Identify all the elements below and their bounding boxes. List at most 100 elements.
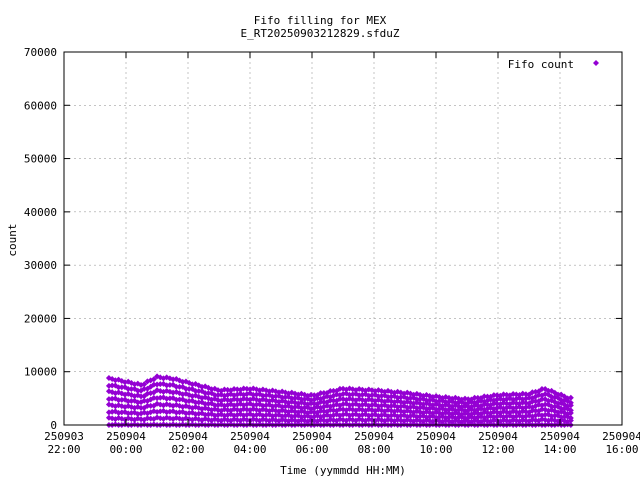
x-tick-time-label: 06:00	[295, 443, 328, 456]
data-point	[532, 398, 539, 405]
y-tick-label: 0	[50, 419, 57, 432]
data-point	[529, 407, 536, 414]
data-point	[250, 391, 257, 398]
x-tick-date-label: 250904	[230, 430, 270, 443]
data-point	[529, 398, 536, 405]
data-point	[134, 387, 141, 394]
data-point	[150, 381, 157, 388]
data-point	[211, 402, 218, 409]
data-point	[186, 385, 193, 392]
data-point	[141, 385, 148, 392]
data-point	[211, 392, 218, 399]
data-point	[192, 387, 199, 394]
data-point	[182, 398, 189, 405]
data-point	[250, 395, 257, 402]
x-tick-time-label: 22:00	[47, 443, 80, 456]
data-point	[205, 400, 212, 407]
data-point	[327, 387, 334, 394]
x-tick-time-label: 16:00	[605, 443, 638, 456]
data-point	[138, 404, 145, 411]
y-tick-label: 10000	[24, 366, 57, 379]
data-point	[173, 383, 180, 390]
data-point	[202, 390, 209, 397]
y-axis-label: count	[6, 223, 19, 256]
data-point	[109, 382, 116, 389]
data-point	[484, 393, 491, 400]
data-point	[330, 387, 337, 394]
x-tick-time-label: 04:00	[233, 443, 266, 456]
x-tick-time-label: 12:00	[481, 443, 514, 456]
data-point	[567, 407, 574, 414]
data-point	[567, 399, 574, 406]
data-point	[548, 403, 555, 410]
data-point	[186, 397, 193, 404]
y-tick-label: 30000	[24, 259, 57, 272]
data-point	[317, 399, 324, 406]
x-axis-label: Time (yymmdd HH:MM)	[280, 464, 406, 477]
y-axis: 0 10000 20000 30000 40000 50000 60000 70000	[24, 46, 622, 432]
data-point	[330, 397, 337, 404]
y-tick-label: 60000	[24, 99, 57, 112]
x-axis: 25090322:0025090400:0025090402:002509040…	[44, 52, 640, 456]
data-point	[125, 386, 132, 393]
data-point	[192, 399, 199, 406]
data-points	[105, 373, 574, 428]
data-point	[320, 399, 327, 406]
data-point	[567, 394, 574, 401]
data-point	[195, 388, 202, 395]
legend-marker	[593, 60, 599, 66]
data-point	[147, 402, 154, 409]
data-point	[558, 405, 565, 412]
data-point	[250, 416, 257, 423]
x-tick-date-label: 250904	[416, 430, 456, 443]
data-point	[336, 395, 343, 402]
x-tick-time-label: 00:00	[109, 443, 142, 456]
data-point	[490, 392, 497, 399]
x-tick-time-label: 02:00	[171, 443, 204, 456]
data-point	[532, 407, 539, 414]
x-tick-date-label: 250904	[168, 430, 208, 443]
data-point	[128, 385, 135, 392]
data-point	[317, 390, 324, 397]
data-point	[474, 394, 481, 401]
x-tick-date-label: 250903	[44, 430, 84, 443]
grid-lines	[64, 52, 622, 425]
y-tick-label: 50000	[24, 153, 57, 166]
data-point	[176, 396, 183, 403]
data-point	[115, 384, 122, 391]
data-point	[118, 384, 125, 391]
data-point	[551, 403, 558, 410]
data-point	[545, 387, 552, 394]
data-point	[144, 402, 151, 409]
data-point	[538, 385, 545, 392]
data-point	[250, 405, 257, 412]
data-point	[320, 390, 327, 397]
data-point	[202, 400, 209, 407]
x-tick-time-label: 14:00	[543, 443, 576, 456]
x-tick-date-label: 250904	[292, 430, 332, 443]
data-point	[336, 385, 343, 392]
data-point	[250, 402, 257, 409]
chart-title-line-2: E_RT20250903212829.sfduZ	[240, 27, 400, 40]
data-point	[311, 392, 318, 399]
data-point	[471, 394, 478, 401]
data-point	[141, 381, 148, 388]
x-tick-date-label: 250904	[602, 430, 640, 443]
legend-label: Fifo count	[508, 58, 574, 71]
x-tick-date-label: 250904	[478, 430, 518, 443]
chart-title-line-1: Fifo filling for MEX	[253, 14, 387, 27]
legend: Fifo count	[508, 58, 599, 71]
x-tick-date-label: 250904	[540, 430, 580, 443]
data-point	[182, 385, 189, 392]
data-point	[173, 396, 180, 403]
data-point	[250, 385, 257, 392]
data-point	[555, 391, 562, 398]
y-tick-label: 20000	[24, 312, 57, 325]
data-point	[195, 399, 202, 406]
data-point	[327, 397, 334, 404]
data-point	[250, 412, 257, 419]
x-tick-time-label: 10:00	[419, 443, 452, 456]
x-tick-date-label: 250904	[106, 430, 146, 443]
y-tick-label: 40000	[24, 206, 57, 219]
